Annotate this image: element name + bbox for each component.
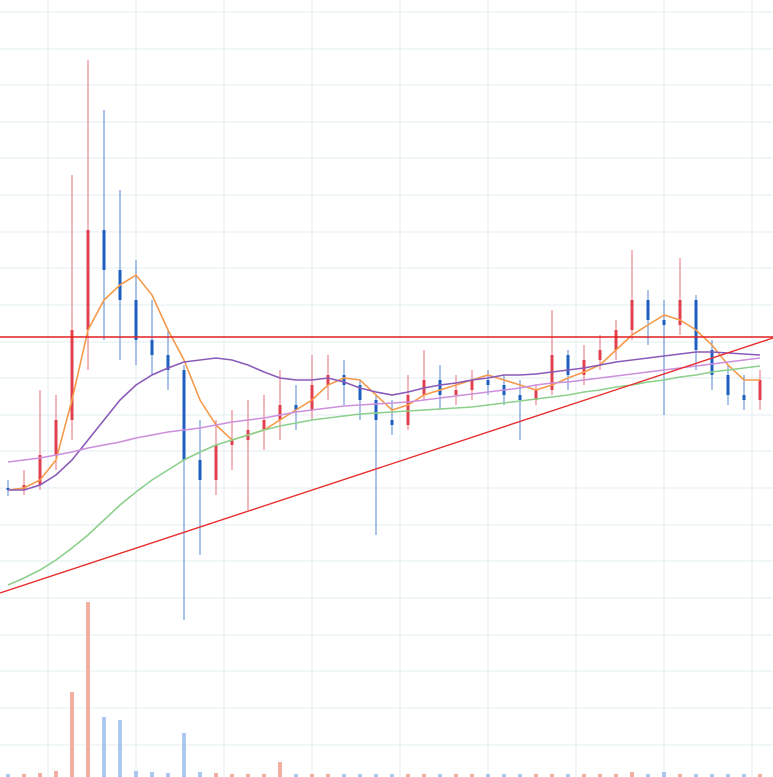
volume-bar <box>566 774 570 777</box>
volume-bar <box>38 773 42 777</box>
candle-body <box>678 300 682 325</box>
candle-body <box>742 395 746 400</box>
candle-body <box>54 420 58 455</box>
volume-bar <box>6 774 10 777</box>
candle-body <box>694 300 698 350</box>
volume-bar <box>166 773 170 777</box>
candle-body <box>486 380 490 385</box>
volume-bar <box>646 774 650 777</box>
volume-bar <box>70 692 74 777</box>
volume-bar <box>310 774 314 777</box>
volume-bar <box>374 774 378 777</box>
candle-body <box>598 350 602 360</box>
candle-body <box>230 440 234 445</box>
candle-body <box>38 455 42 485</box>
moving-average-line <box>7 357 761 463</box>
volume-bar <box>118 720 122 777</box>
volume-bar <box>694 774 698 777</box>
candle-body <box>294 405 298 410</box>
volume-bar <box>454 774 458 777</box>
volume-bar <box>742 774 746 777</box>
candle-body <box>726 375 730 395</box>
volume-bar <box>342 774 346 777</box>
volume-bar <box>726 774 730 777</box>
candle-body <box>166 355 170 370</box>
candle-body <box>454 390 458 395</box>
volume-bar <box>406 774 410 777</box>
candle-body <box>710 350 714 375</box>
candle-body <box>150 340 154 355</box>
candle-body <box>198 460 202 480</box>
candle-body <box>438 380 442 395</box>
volume-bar <box>246 774 250 777</box>
volume-bar <box>502 774 506 777</box>
candle-body <box>630 300 634 330</box>
candle-body <box>470 380 474 390</box>
candle-body <box>310 385 314 410</box>
volume-bar <box>150 772 154 777</box>
candle-body <box>518 395 522 400</box>
candle-body <box>278 405 282 420</box>
candle-body <box>406 395 410 425</box>
volume-bar <box>134 771 138 777</box>
volume-bar <box>518 774 522 777</box>
candle-body <box>102 230 106 270</box>
volume-bar <box>54 771 58 777</box>
moving-average-line <box>7 365 761 586</box>
volume-bar <box>278 762 282 777</box>
volume-bar <box>630 772 634 777</box>
candle-body <box>134 300 138 340</box>
volume-bar <box>534 774 538 777</box>
volume-bar <box>598 774 602 777</box>
volume-bar <box>758 774 762 777</box>
volume-bar <box>102 717 106 777</box>
volume-bar <box>294 774 298 777</box>
candle-body <box>70 330 74 420</box>
volume-bar <box>422 774 426 777</box>
candle-body <box>86 230 90 330</box>
volume-bar <box>214 773 218 777</box>
volume-bar <box>390 774 394 777</box>
volume-bar <box>358 774 362 777</box>
candle-body <box>262 420 266 430</box>
candle-body <box>342 375 346 385</box>
volume-bar <box>710 774 714 777</box>
candle-body <box>358 385 362 400</box>
candle-body <box>614 330 618 350</box>
volume-bar <box>182 733 186 777</box>
volume-bar <box>230 774 234 777</box>
volume-bar <box>582 774 586 777</box>
trend-line <box>0 337 773 594</box>
candle-body <box>758 380 762 400</box>
candle-body <box>6 488 10 490</box>
candle-body <box>374 400 378 420</box>
volume-bar <box>22 774 26 777</box>
candle-body <box>662 320 666 325</box>
moving-average-line <box>7 273 760 491</box>
volume-bar <box>198 772 202 777</box>
volume-bar <box>662 772 666 777</box>
volume-bar <box>678 774 682 777</box>
volume-bar <box>86 602 90 777</box>
volume-bar <box>438 774 442 777</box>
volume-bar <box>470 774 474 777</box>
volume-bar <box>486 774 490 777</box>
candle-body <box>534 390 538 400</box>
volume-bar <box>550 774 554 777</box>
volume-bar <box>614 774 618 777</box>
candle-body <box>214 445 218 480</box>
volume-bar <box>326 774 330 777</box>
candle-body <box>390 420 394 425</box>
moving-average-line <box>8 351 761 491</box>
candle-body <box>182 370 186 460</box>
candle-body <box>646 300 650 320</box>
volume-bar <box>262 774 266 777</box>
candle-body <box>326 375 330 385</box>
candle-body <box>566 355 570 375</box>
